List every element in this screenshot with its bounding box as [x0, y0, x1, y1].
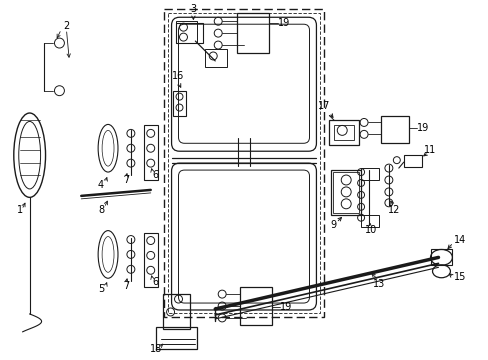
- Bar: [360, 168, 378, 180]
- Text: 19: 19: [277, 18, 289, 28]
- Text: 17: 17: [318, 100, 330, 111]
- Bar: [155, 327, 197, 349]
- Text: 16: 16: [172, 71, 184, 81]
- Text: 3: 3: [190, 4, 196, 14]
- Bar: [333, 172, 358, 213]
- Bar: [172, 91, 186, 116]
- Text: 7: 7: [122, 281, 129, 291]
- Text: 12: 12: [387, 205, 399, 215]
- Text: 19: 19: [416, 123, 428, 134]
- Text: 6: 6: [152, 277, 159, 287]
- Bar: [175, 21, 197, 43]
- Bar: [237, 13, 268, 53]
- Bar: [143, 233, 157, 287]
- Text: 2: 2: [63, 21, 69, 31]
- Bar: [205, 49, 226, 67]
- Bar: [163, 294, 190, 329]
- Bar: [331, 170, 360, 215]
- Text: 15: 15: [453, 272, 466, 282]
- Text: 4: 4: [98, 180, 104, 190]
- Text: 14: 14: [453, 234, 466, 244]
- Bar: [143, 125, 157, 180]
- Text: 8: 8: [98, 205, 104, 215]
- Bar: [360, 215, 378, 227]
- Text: 5: 5: [98, 284, 104, 294]
- Bar: [429, 249, 451, 265]
- Text: 9: 9: [329, 220, 336, 230]
- Text: 13: 13: [372, 279, 384, 289]
- Bar: [175, 23, 203, 43]
- Text: 7: 7: [122, 175, 129, 185]
- Bar: [167, 13, 320, 313]
- Text: 1: 1: [17, 205, 23, 215]
- Bar: [240, 287, 271, 325]
- Text: 6: 6: [152, 170, 159, 180]
- Bar: [328, 121, 358, 145]
- Bar: [403, 155, 421, 167]
- Bar: [163, 9, 324, 317]
- Text: 18: 18: [149, 344, 162, 354]
- Text: 11: 11: [424, 145, 436, 155]
- Bar: [334, 125, 353, 140]
- Bar: [380, 116, 408, 143]
- Text: 19: 19: [279, 302, 291, 312]
- Text: 10: 10: [364, 225, 376, 235]
